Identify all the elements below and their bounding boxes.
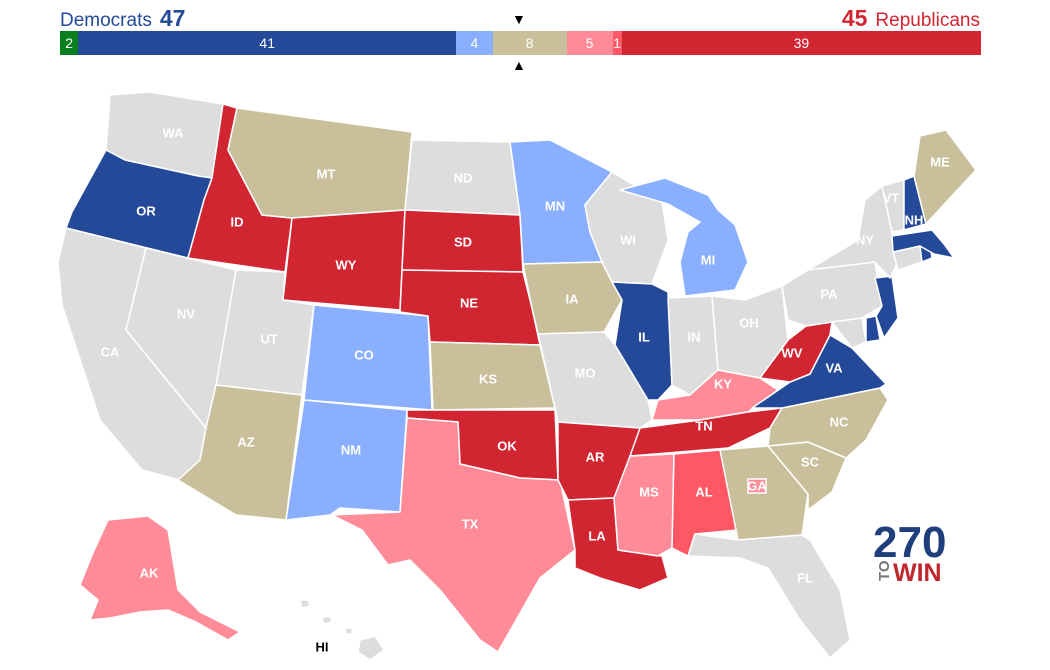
label-pa: PA — [820, 286, 838, 301]
democrats-total: 47 — [159, 5, 186, 31]
label-nd: ND — [454, 170, 473, 185]
label-ga: GA — [747, 478, 767, 493]
bar-segment-5: 1 — [612, 31, 622, 55]
label-co: CO — [354, 347, 374, 362]
label-nc: NC — [830, 414, 849, 429]
label-ar: AR — [586, 449, 605, 464]
label-tn: TN — [695, 418, 712, 433]
logo-to: TO — [876, 560, 893, 581]
state-labels: WA OR CA ID NV MT WY UT AZ CO NM ND SD N… — [101, 125, 950, 654]
state-nj[interactable] — [874, 275, 899, 339]
label-wa: WA — [163, 125, 185, 140]
bar-segment-4: 5 — [566, 31, 613, 55]
label-ny: NY — [856, 232, 874, 247]
state-ma[interactable] — [891, 229, 955, 259]
label-il: IL — [638, 329, 650, 344]
seat-balance-bar: 2 41 4 8 5 1 39 — [60, 31, 981, 55]
label-wi: WI — [620, 232, 636, 247]
state-fl[interactable] — [687, 533, 851, 659]
label-nv: NV — [177, 306, 195, 321]
label-id: ID — [231, 214, 244, 229]
state-mt[interactable] — [227, 107, 413, 219]
bar-segment-0: 2 — [60, 31, 79, 55]
bar-segment-3: 8 — [492, 31, 567, 55]
label-va: VA — [825, 360, 843, 375]
label-nm: NM — [341, 442, 361, 457]
label-oh: OH — [739, 315, 759, 330]
state-hi[interactable] — [299, 599, 385, 661]
democrats-header: Democrats 47 — [60, 5, 185, 31]
state-mi[interactable] — [619, 177, 749, 297]
label-ne: NE — [460, 295, 478, 310]
label-in: IN — [688, 329, 701, 344]
label-ak: AK — [140, 565, 159, 580]
majority-marker-top-icon: ▼ — [512, 11, 526, 27]
logo-270: 270 — [873, 518, 946, 567]
label-ut: UT — [260, 331, 277, 346]
label-nh: NH — [905, 212, 924, 227]
label-me: ME — [930, 154, 950, 169]
state-me[interactable] — [913, 129, 977, 225]
label-ca: CA — [101, 344, 120, 359]
state-ak[interactable] — [79, 515, 241, 641]
bar-segment-1: 41 — [78, 31, 457, 55]
label-ms: MS — [639, 484, 659, 499]
label-la: LA — [588, 528, 606, 543]
label-mt: MT — [317, 166, 336, 181]
majority-marker-bottom-icon: ▲ — [512, 57, 526, 73]
republicans-header: 45 Republicans — [842, 5, 980, 31]
label-ky: KY — [714, 376, 732, 391]
logo-win: WIN — [893, 559, 942, 587]
label-mo: MO — [575, 365, 596, 380]
label-ks: KS — [479, 371, 497, 386]
label-ok: OK — [497, 438, 517, 453]
label-fl: FL — [797, 570, 813, 585]
label-or: OR — [136, 203, 156, 218]
state-tx[interactable] — [331, 417, 576, 653]
label-wy: WY — [336, 257, 357, 272]
label-mi: MI — [701, 252, 715, 267]
republicans-label: Republicans — [875, 10, 980, 31]
state-nm[interactable] — [285, 399, 408, 521]
label-ia: IA — [566, 291, 580, 306]
label-sd: SD — [454, 234, 472, 249]
label-hi: HI — [316, 639, 329, 654]
label-sc: SC — [801, 454, 820, 469]
label-mn: MN — [545, 198, 565, 213]
label-tx: TX — [462, 516, 479, 531]
bar-segment-2: 4 — [456, 31, 493, 55]
label-vt: VT — [883, 190, 900, 205]
label-wv: WV — [782, 345, 803, 360]
state-de[interactable] — [865, 315, 881, 343]
270towin-logo[interactable]: 270 TO WIN — [873, 518, 946, 587]
democrats-label: Democrats — [60, 10, 152, 31]
bar-segment-6: 39 — [621, 31, 981, 55]
label-al: AL — [695, 484, 712, 499]
republicans-total: 45 — [841, 5, 868, 31]
state-wv[interactable] — [759, 321, 833, 383]
state-ga-special-box[interactable] — [747, 478, 767, 494]
label-az: AZ — [237, 434, 254, 449]
state-az[interactable] — [177, 384, 303, 521]
